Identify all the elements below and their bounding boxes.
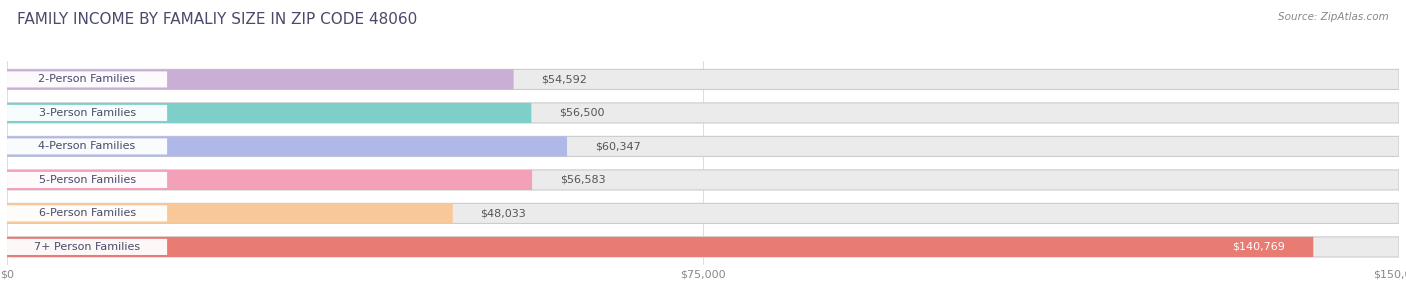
Text: 6-Person Families: 6-Person Families	[38, 208, 135, 218]
FancyBboxPatch shape	[7, 103, 531, 123]
FancyBboxPatch shape	[7, 170, 531, 190]
FancyBboxPatch shape	[7, 69, 1399, 89]
FancyBboxPatch shape	[7, 172, 167, 188]
Text: $56,500: $56,500	[560, 108, 605, 118]
FancyBboxPatch shape	[7, 203, 1399, 224]
FancyBboxPatch shape	[7, 237, 1313, 257]
Text: $48,033: $48,033	[481, 208, 526, 218]
Text: Source: ZipAtlas.com: Source: ZipAtlas.com	[1278, 12, 1389, 22]
FancyBboxPatch shape	[7, 71, 167, 88]
FancyBboxPatch shape	[7, 136, 1399, 156]
Text: 5-Person Families: 5-Person Families	[38, 175, 135, 185]
Text: 4-Person Families: 4-Person Families	[38, 142, 136, 151]
Text: $54,592: $54,592	[541, 74, 588, 84]
FancyBboxPatch shape	[7, 138, 167, 154]
FancyBboxPatch shape	[7, 136, 567, 156]
Text: FAMILY INCOME BY FAMALIY SIZE IN ZIP CODE 48060: FAMILY INCOME BY FAMALIY SIZE IN ZIP COD…	[17, 12, 418, 27]
Text: $60,347: $60,347	[595, 142, 641, 151]
Text: 3-Person Families: 3-Person Families	[38, 108, 135, 118]
FancyBboxPatch shape	[7, 237, 1399, 257]
Text: 2-Person Families: 2-Person Families	[38, 74, 136, 84]
FancyBboxPatch shape	[7, 239, 167, 255]
FancyBboxPatch shape	[7, 69, 513, 89]
FancyBboxPatch shape	[7, 170, 1399, 190]
Text: $56,583: $56,583	[560, 175, 606, 185]
FancyBboxPatch shape	[7, 103, 1399, 123]
FancyBboxPatch shape	[7, 203, 453, 224]
Text: $140,769: $140,769	[1233, 242, 1285, 252]
FancyBboxPatch shape	[7, 105, 167, 121]
FancyBboxPatch shape	[7, 205, 167, 221]
Text: 7+ Person Families: 7+ Person Families	[34, 242, 141, 252]
